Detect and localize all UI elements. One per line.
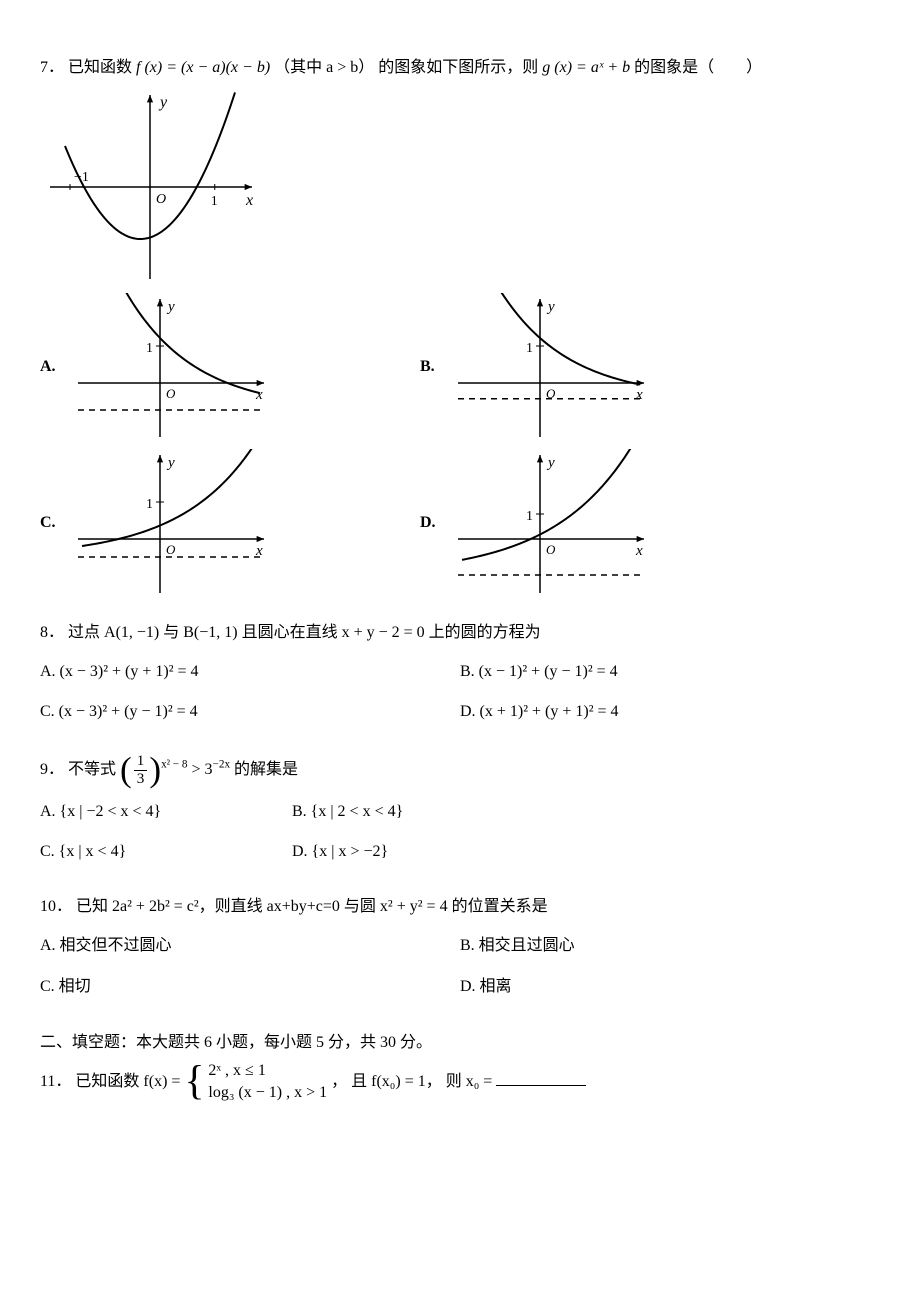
svg-text:1: 1 (526, 341, 533, 356)
q7-number: 7． (40, 59, 64, 76)
q8-number: 8． (40, 624, 64, 641)
q9-exp1: x² − 8 (161, 759, 187, 771)
q9-end: 的解集是 (234, 761, 298, 778)
q7-end: 的图象是（ ） (634, 59, 762, 76)
lparen-icon: ( (120, 750, 132, 789)
q8-stem: 8． 过点 A(1, −1) 与 B(−1, 1) 且圆心在直线 x + y −… (40, 619, 880, 648)
q7-main-graph: yxO−11 (40, 87, 880, 287)
svg-text:O: O (166, 386, 176, 401)
section-2-title: 二、填空题：本大题共 6 小题，每小题 5 分，共 30 分。 (40, 1028, 880, 1052)
rparen-icon: ) (149, 750, 161, 789)
question-10: 10． 已知 2a² + 2b² = c²，则直线 ax+by+c=0 与圆 x… (40, 893, 880, 1007)
q11-piece2: log₃ (x − 1) , x > 1 (208, 1084, 327, 1101)
q11-number: 11． (40, 1073, 71, 1090)
q9-pre: 不等式 (68, 761, 120, 778)
q9-opt-a: A. {x | −2 < x < 4} (40, 798, 292, 827)
q8-opt-a: A. (x − 3)² + (y + 1)² = 4 (40, 658, 460, 687)
q7-opt-a-cell: A. y x O 1 (40, 293, 420, 443)
q9-opt-c: C. {x | x < 4} (40, 838, 292, 867)
svg-text:y: y (546, 455, 555, 471)
q7-mid: 的图象如下图所示，则 (378, 59, 542, 76)
q9-stem: 9． 不等式 (13)x² − 8 > 3−2x 的解集是 (40, 753, 880, 787)
q9-mid: > 3 (192, 761, 213, 778)
q10-opt-b: B. 相交且过圆心 (460, 932, 880, 961)
q9-options-2: C. {x | x < 4} D. {x | x > −2} (40, 832, 880, 873)
q7-opt-d-cell: D. y x O 1 (420, 449, 800, 599)
q10-opt-c: C. 相切 (40, 973, 460, 1002)
question-7: 7． 已知函数 f (x) = (x − a)(x − b) （其中 a > b… (40, 54, 880, 599)
q10-stem: 10． 已知 2a² + 2b² = c²，则直线 ax+by+c=0 与圆 x… (40, 893, 880, 922)
q7-opt-b-label: B. (420, 353, 450, 382)
svg-text:x: x (245, 192, 253, 209)
q11-piece1: 2ˣ , x ≤ 1 (208, 1062, 265, 1079)
q8-opt-c: C. (x − 3)² + (y − 1)² = 4 (40, 698, 460, 727)
q9-options-1: A. {x | −2 < x < 4} B. {x | 2 < x < 4} (40, 792, 880, 833)
q7-gx: g (x) = aˣ + b (542, 59, 630, 76)
q10-options: A. 相交但不过圆心 B. 相交且过圆心 C. 相切 D. 相离 (40, 926, 880, 1008)
svg-text:x: x (635, 543, 643, 559)
q9-frac-den: 3 (134, 771, 148, 788)
q7-opt-b-cell: B. yxO1 (420, 293, 800, 443)
q8-options: A. (x − 3)² + (y + 1)² = 4 B. (x − 1)² +… (40, 652, 880, 734)
q10-number: 10． (40, 898, 72, 915)
q7-opt-a-label: A. (40, 353, 70, 382)
svg-text:O: O (166, 542, 176, 557)
q10-opt-d: D. 相离 (460, 973, 880, 1002)
q11-piecewise: 2ˣ , x ≤ 1 log₃ (x − 1) , x > 1 (208, 1060, 327, 1105)
q7-stem: 7． 已知函数 f (x) = (x − a)(x − b) （其中 a > b… (40, 54, 880, 83)
svg-text:x: x (255, 387, 263, 403)
svg-text:y: y (166, 455, 175, 471)
q7-cond: （其中 a > b） (274, 59, 374, 76)
q7-opt-c-cell: C. yxO1 (40, 449, 420, 599)
q7-row-ab: A. y x O 1 B. y x O 1 (40, 293, 880, 443)
q9-exp2: −2x (213, 759, 231, 771)
svg-text:1: 1 (146, 341, 153, 356)
q8-opt-d: D. (x + 1)² + (y + 1)² = 4 (460, 698, 880, 727)
svg-text:O: O (546, 542, 556, 557)
svg-text:1: 1 (211, 194, 218, 209)
q9-frac: 13 (134, 753, 148, 787)
q9-opt-b: B. {x | 2 < x < 4} (292, 798, 544, 827)
svg-text:y: y (166, 299, 175, 315)
q7-pre: 已知函数 (68, 59, 136, 76)
svg-text:x: x (635, 387, 643, 403)
q7-opt-c-label: C. (40, 509, 70, 538)
q11-blank (496, 1069, 586, 1086)
svg-text:1: 1 (146, 497, 153, 512)
q8-text: 过点 A(1, −1) 与 B(−1, 1) 且圆心在直线 x + y − 2 … (68, 624, 541, 641)
svg-text:y: y (546, 299, 555, 315)
q7-opt-d-label: D. (420, 509, 450, 538)
q11-stem: 11． 已知函数 f(x) = { 2ˣ , x ≤ 1 log₃ (x − 1… (40, 1060, 880, 1105)
svg-text:y: y (158, 94, 168, 111)
q8-opt-b: B. (x − 1)² + (y − 1)² = 4 (460, 658, 880, 687)
q7-row-cd: C. y x O 1 D. y x O 1 (40, 449, 880, 599)
q10-opt-a: A. 相交但不过圆心 (40, 932, 460, 961)
q11-mid: ， 且 f(x₀) = 1， 则 x₀ = (331, 1073, 496, 1090)
q10-text: 已知 2a² + 2b² = c²，则直线 ax+by+c=0 与圆 x² + … (76, 898, 548, 915)
q9-number: 9． (40, 761, 64, 778)
question-11: 11． 已知函数 f(x) = { 2ˣ , x ≤ 1 log₃ (x − 1… (40, 1060, 880, 1105)
svg-text:O: O (156, 192, 166, 207)
question-9: 9． 不等式 (13)x² − 8 > 3−2x 的解集是 A. {x | −2… (40, 753, 880, 873)
question-8: 8． 过点 A(1, −1) 与 B(−1, 1) 且圆心在直线 x + y −… (40, 619, 880, 733)
q7-fx: f (x) = (x − a)(x − b) (136, 59, 270, 76)
q9-opt-d: D. {x | x > −2} (292, 838, 544, 867)
q9-frac-num: 1 (134, 753, 148, 771)
q11-pre: 已知函数 f(x) = (75, 1073, 184, 1090)
svg-text:1: 1 (526, 509, 533, 524)
